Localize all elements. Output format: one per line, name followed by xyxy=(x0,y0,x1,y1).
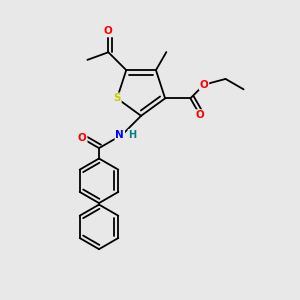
Text: O: O xyxy=(200,80,208,90)
Text: O: O xyxy=(104,26,113,36)
Text: S: S xyxy=(113,93,121,103)
Text: H: H xyxy=(128,130,136,140)
Text: N: N xyxy=(116,130,124,140)
Text: O: O xyxy=(78,134,87,143)
Text: O: O xyxy=(196,110,204,120)
